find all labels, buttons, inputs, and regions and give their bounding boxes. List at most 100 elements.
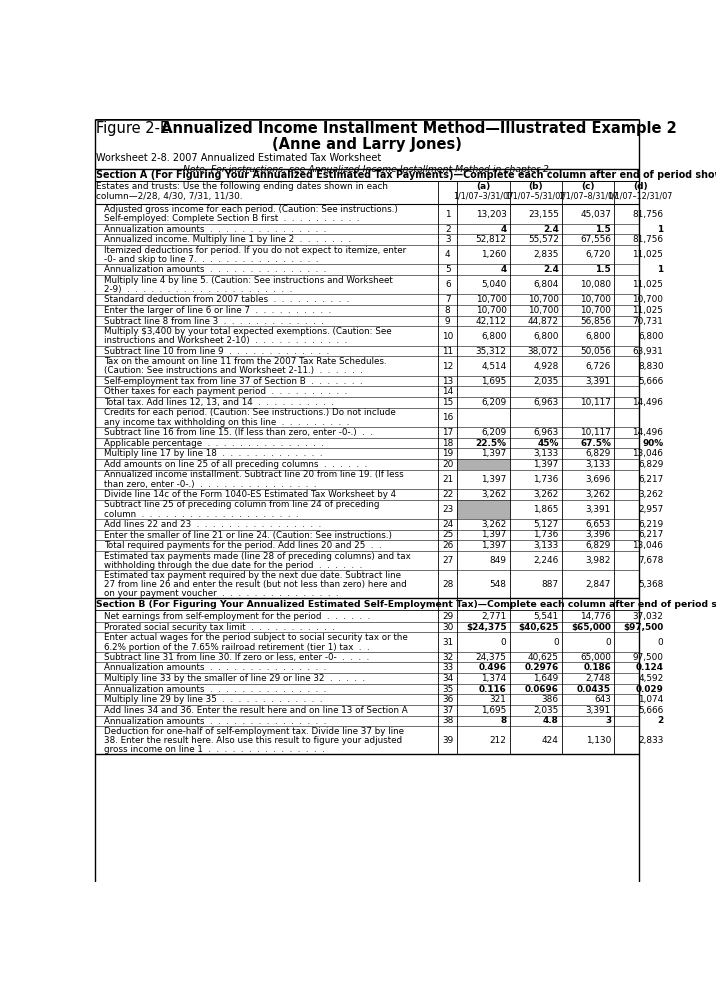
Text: 1: 1 — [445, 209, 450, 219]
Text: 3,396: 3,396 — [586, 530, 611, 539]
Text: Annualized income installment. Subtract line 20 from line 19. (If less: Annualized income installment. Subtract … — [105, 471, 404, 480]
Text: 1,260: 1,260 — [481, 251, 506, 260]
Text: Self-employed: Complete Section B first  .  .  .  .  .  .  .  .  .  .: Self-employed: Complete Section B first … — [105, 214, 359, 224]
Text: 63,931: 63,931 — [632, 347, 664, 356]
Text: 12: 12 — [442, 362, 453, 371]
Text: instructions and Worksheet 2-10)  .  .  .  .  .  .  .  .  .  .  .  .: instructions and Worksheet 2-10) . . . .… — [105, 337, 347, 346]
Text: Multiply line 4 by line 5. (Caution: See instructions and Worksheet: Multiply line 4 by line 5. (Caution: See… — [105, 275, 393, 284]
Text: 321: 321 — [490, 695, 506, 705]
Text: 17: 17 — [442, 428, 453, 437]
Text: 0.124: 0.124 — [635, 663, 664, 672]
Text: 56,856: 56,856 — [580, 316, 611, 326]
Text: (d): (d) — [633, 181, 648, 190]
Text: 13,203: 13,203 — [475, 209, 506, 219]
Text: 24,375: 24,375 — [475, 653, 506, 662]
Text: Prorated social security tax limit  .  .  .  .  .  .  .  .  .  .  .: Prorated social security tax limit . . .… — [105, 622, 335, 632]
Text: 3,133: 3,133 — [586, 460, 611, 469]
Text: Estimated tax payment required by the next due date. Subtract line: Estimated tax payment required by the ne… — [105, 571, 401, 580]
Text: Subtract line 25 of preceding column from line 24 of preceding: Subtract line 25 of preceding column fro… — [105, 500, 379, 509]
Text: 6,800: 6,800 — [481, 332, 506, 341]
Text: 3,262: 3,262 — [638, 490, 664, 498]
Text: 27 from line 26 and enter the result (but not less than zero) here and: 27 from line 26 and enter the result (bu… — [105, 580, 407, 589]
Text: 13,046: 13,046 — [632, 449, 664, 458]
Text: 6,800: 6,800 — [586, 332, 611, 341]
Text: 4,928: 4,928 — [533, 362, 558, 371]
Text: 0: 0 — [606, 637, 611, 647]
Text: -0- and skip to line 7.  .  .  .  .  .  .  .  .  .  .  .  .  .  .  .: -0- and skip to line 7. . . . . . . . . … — [105, 255, 319, 265]
Text: 4.8: 4.8 — [543, 716, 558, 725]
Text: 6: 6 — [445, 280, 450, 289]
Text: 1,397: 1,397 — [481, 530, 506, 539]
Text: 67,556: 67,556 — [580, 235, 611, 244]
Text: 5: 5 — [445, 266, 450, 275]
Text: 31: 31 — [442, 637, 453, 647]
Text: 6,209: 6,209 — [481, 428, 506, 437]
Text: Net earnings from self-employment for the period  .  .  .  .  .  .: Net earnings from self-employment for th… — [105, 612, 370, 621]
Text: Add lines 22 and 23  .  .  .  .  .  .  .  .  .  .  .  .  .  .  .  .: Add lines 22 and 23 . . . . . . . . . . … — [105, 520, 321, 529]
Text: 386: 386 — [542, 695, 558, 705]
Text: 0.2976: 0.2976 — [525, 663, 558, 672]
Text: 38: 38 — [442, 716, 453, 725]
Text: 0.116: 0.116 — [479, 685, 506, 694]
Text: 3,982: 3,982 — [586, 556, 611, 565]
Text: Section A (For Figuring Your Annualized Estimated Tax Payments)—Complete each co: Section A (For Figuring Your Annualized … — [97, 170, 716, 180]
Text: 3,133: 3,133 — [533, 449, 558, 458]
Text: 32: 32 — [442, 653, 453, 662]
Text: 26: 26 — [442, 541, 453, 550]
Text: 0.186: 0.186 — [584, 663, 611, 672]
Text: Figure 2-E.: Figure 2-E. — [97, 121, 175, 136]
Text: 33: 33 — [442, 663, 453, 672]
Text: Enter actual wages for the period subject to social security tax or the: Enter actual wages for the period subjec… — [105, 633, 408, 642]
Text: 40,625: 40,625 — [528, 653, 558, 662]
Text: 6,829: 6,829 — [586, 449, 611, 458]
Text: 1,695: 1,695 — [481, 377, 506, 385]
Bar — [458, 499, 510, 519]
Text: $65,000: $65,000 — [571, 622, 611, 631]
Text: any income tax withholding on this line  .  .  .  .  .  .  .  .  .: any income tax withholding on this line … — [105, 418, 349, 427]
Text: 2,246: 2,246 — [533, 556, 558, 565]
Text: Applicable percentage  .  .  .  .  .  .  .  .  .  .  .  .  .  .  .: Applicable percentage . . . . . . . . . … — [105, 439, 324, 448]
Text: 1,130: 1,130 — [586, 735, 611, 745]
Text: Enter the smaller of line 21 or line 24. (Caution: See instructions.): Enter the smaller of line 21 or line 24.… — [105, 530, 392, 540]
Text: 3,262: 3,262 — [586, 490, 611, 498]
Text: 2.4: 2.4 — [543, 266, 558, 275]
Text: 6,963: 6,963 — [533, 397, 558, 407]
Text: Add lines 34 and 36. Enter the result here and on line 13 of Section A: Add lines 34 and 36. Enter the result he… — [105, 706, 408, 715]
Text: 1.5: 1.5 — [595, 225, 611, 234]
Text: 3: 3 — [605, 716, 611, 725]
Text: 1,649: 1,649 — [533, 674, 558, 683]
Text: 7: 7 — [445, 295, 450, 304]
Text: 44,872: 44,872 — [528, 316, 558, 326]
Text: 18: 18 — [442, 438, 453, 448]
Text: 424: 424 — [542, 735, 558, 745]
Text: 5,541: 5,541 — [533, 612, 558, 621]
Text: (Caution: See instructions and Worksheet 2-11.)  .  .  .  .  .  .: (Caution: See instructions and Worksheet… — [105, 367, 363, 376]
Text: 3,391: 3,391 — [586, 377, 611, 385]
Text: 6.2% portion of the 7.65% railroad retirement (tier 1) tax  .  .: 6.2% portion of the 7.65% railroad retir… — [105, 642, 370, 651]
Text: 2: 2 — [657, 716, 664, 725]
Text: (b): (b) — [528, 181, 543, 190]
Text: 643: 643 — [594, 695, 611, 705]
Text: 55,572: 55,572 — [528, 235, 558, 244]
Text: 1: 1 — [657, 266, 664, 275]
Text: Multiply $3,400 by your total expected exemptions. (Caution: See: Multiply $3,400 by your total expected e… — [105, 327, 392, 336]
Text: Total tax. Add lines 12, 13, and 14  .  .  .  .  .  .  .  .  .  .: Total tax. Add lines 12, 13, and 14 . . … — [105, 398, 334, 407]
Text: 10,080: 10,080 — [580, 280, 611, 289]
Text: 6,209: 6,209 — [481, 397, 506, 407]
Text: 14,496: 14,496 — [632, 397, 664, 407]
Text: 5,040: 5,040 — [481, 280, 506, 289]
Text: 11,025: 11,025 — [632, 251, 664, 260]
Text: 1,736: 1,736 — [533, 530, 558, 539]
Text: Section B (For Figuring Your Annualized Estimated Self-Employment Tax)—Complete : Section B (For Figuring Your Annualized … — [97, 600, 716, 608]
Text: 3,696: 3,696 — [586, 475, 611, 484]
Text: 0.0435: 0.0435 — [577, 685, 611, 694]
Text: Multiply line 29 by line 35  .  .  .  .  .  .  .  .  .  .  .  .  .: Multiply line 29 by line 35 . . . . . . … — [105, 696, 323, 705]
Text: 35,312: 35,312 — [475, 347, 506, 356]
Text: Divide line 14c of the Form 1040-ES Estimated Tax Worksheet by 4: Divide line 14c of the Form 1040-ES Esti… — [105, 490, 397, 499]
Text: on your payment voucher  .  .  .  .  .  .  .  .  .  .  .  .  .  .  .: on your payment voucher . . . . . . . . … — [105, 590, 339, 599]
Text: Estates and trusts: Use the following ending dates shown in each: Estates and trusts: Use the following en… — [97, 181, 389, 190]
Text: 3,391: 3,391 — [586, 706, 611, 715]
Text: 2,957: 2,957 — [638, 504, 664, 513]
Text: withholding through the due date for the period  .  .  .  .  .  .: withholding through the due date for the… — [105, 561, 362, 570]
Text: 1/1/07–12/31/07: 1/1/07–12/31/07 — [608, 191, 673, 200]
